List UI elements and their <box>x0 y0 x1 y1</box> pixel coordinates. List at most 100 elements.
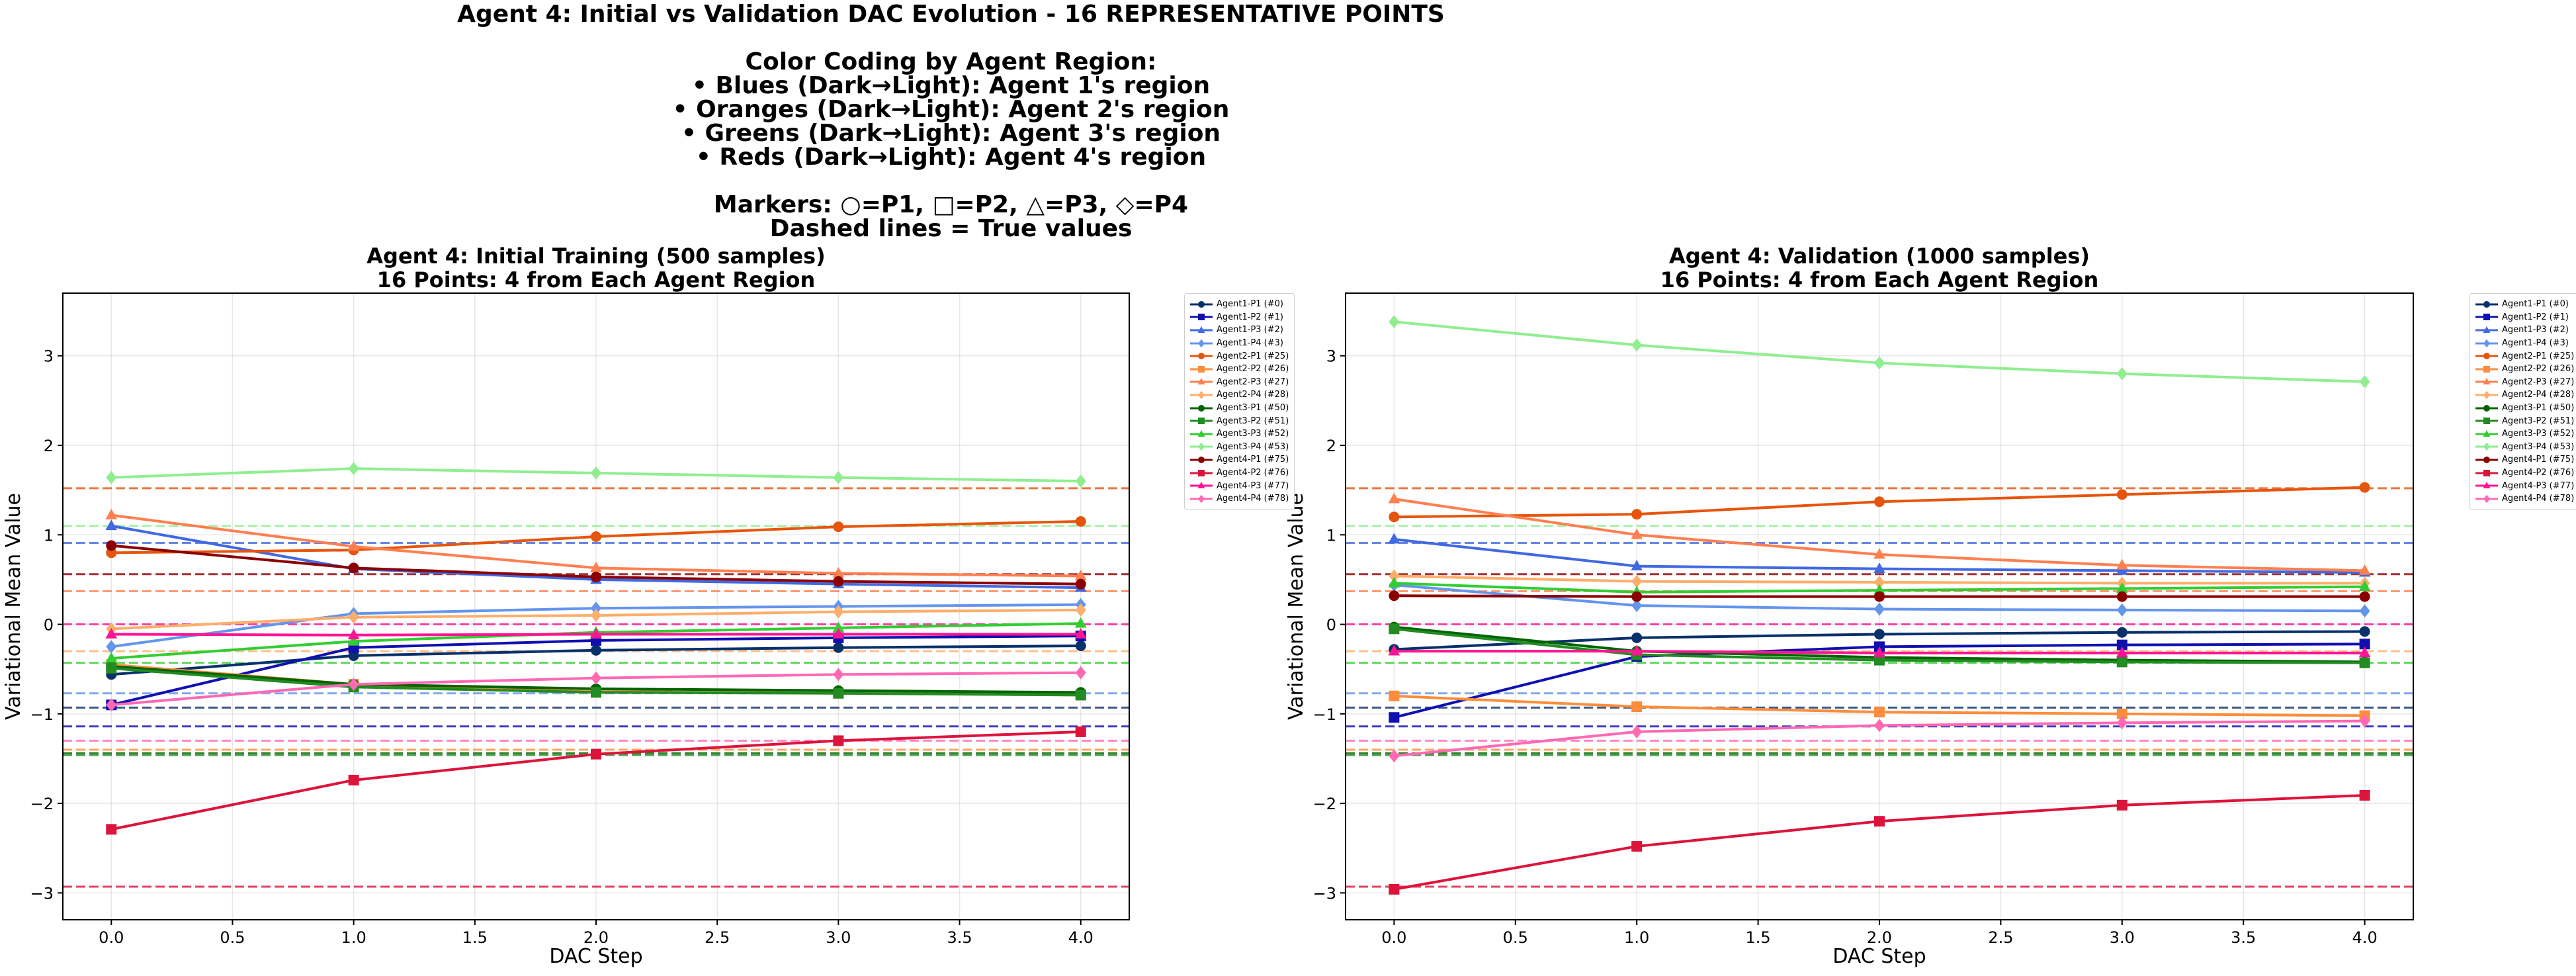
data-point <box>105 519 118 531</box>
legend-label: Agent1-P1 (#0) <box>1217 299 1283 310</box>
legend-label: Agent2-P4 (#28) <box>1217 390 1289 400</box>
legend-marker <box>1198 353 1205 360</box>
legend-marker <box>2483 443 2490 451</box>
data-point <box>1389 712 1400 723</box>
legend-item: Agent4-P1 (#75) <box>2475 453 2574 466</box>
legend-item: Agent3-P3 (#52) <box>2475 427 2574 441</box>
legend-item: Agent1-P4 (#3) <box>1190 337 1289 350</box>
data-point <box>833 668 844 682</box>
legend-item: Agent3-P1 (#50) <box>2475 402 2574 415</box>
y-tick-label: 2 <box>44 437 54 455</box>
data-point <box>832 621 845 633</box>
data-point <box>1874 602 1885 616</box>
legend-item: Agent2-P2 (#26) <box>1190 363 1289 376</box>
data-point <box>1631 574 1643 588</box>
data-point <box>105 627 118 639</box>
y-tick-label: −1 <box>30 705 54 724</box>
data-point <box>1075 515 1086 527</box>
legend-marker <box>1198 443 1205 451</box>
legend-swatch <box>2475 339 2498 347</box>
suptitle-line: Agent 4: Initial vs Validation DAC Evolu… <box>457 1 1445 28</box>
x-tick-label: 0.0 <box>1381 928 1406 947</box>
x-tick-label: 0.5 <box>220 928 245 947</box>
legend-item: Agent3-P2 (#51) <box>1190 414 1289 427</box>
legend-label: Agent4-P2 (#76) <box>2502 468 2575 478</box>
plot-title: Agent 4: Validation (1000 samples) <box>1669 244 2090 269</box>
data-point <box>2116 627 2127 638</box>
data-point <box>1075 726 1086 737</box>
legend-swatch <box>1190 300 1213 308</box>
data-point <box>348 678 359 691</box>
legend-label: Agent2-P4 (#28) <box>2502 390 2575 400</box>
data-point <box>1388 644 1400 656</box>
data-point <box>2116 716 2127 730</box>
x-tick-label: 4.0 <box>1068 928 1094 947</box>
legend-swatch <box>1190 456 1213 463</box>
legend-swatch <box>1190 314 1213 321</box>
data-point <box>2359 639 2370 650</box>
x-tick-label: 2.0 <box>583 928 609 947</box>
data-point <box>105 508 118 519</box>
data-point <box>1389 623 1400 635</box>
y-tick-label: −3 <box>1313 884 1336 903</box>
data-point <box>1631 509 1643 520</box>
legend-label: Agent4-P1 (#75) <box>2502 455 2575 465</box>
x-tick-label: 1.5 <box>462 928 488 947</box>
legend-marker <box>1197 378 1205 385</box>
legend-swatch <box>2475 365 2498 373</box>
legend-item: Agent1-P2 (#1) <box>2475 311 2574 324</box>
data-point <box>1075 689 1086 701</box>
legend-item: Agent4-P1 (#75) <box>1190 453 1289 466</box>
legend-marker <box>2483 482 2491 489</box>
legend-marker <box>2483 390 2490 400</box>
data-point <box>2116 582 2128 593</box>
legend-item: Agent3-P2 (#51) <box>2475 414 2574 427</box>
data-point <box>1389 511 1400 523</box>
legend-swatch <box>2475 404 2498 412</box>
y-tick-label: 1 <box>1326 526 1336 545</box>
data-point <box>1388 492 1400 504</box>
legend-swatch <box>1190 339 1213 347</box>
data-point <box>1389 590 1400 601</box>
legend-swatch <box>2475 378 2498 385</box>
y-axis-label: Variational Mean Value <box>1285 493 1308 720</box>
data-point <box>591 571 601 582</box>
legend-label: Agent3-P4 (#53) <box>1217 441 1289 452</box>
data-point <box>833 470 844 484</box>
data-point <box>106 824 117 835</box>
legend-label: Agent3-P3 (#52) <box>1217 429 1289 439</box>
data-point <box>1075 603 1086 617</box>
legend-marker <box>1198 300 1205 308</box>
legend-label: Agent4-P4 (#78) <box>1217 494 1289 504</box>
legend-item: Agent2-P3 (#27) <box>1190 376 1289 389</box>
legend-label: Agent2-P1 (#25) <box>2502 351 2575 361</box>
legend-item: Agent4-P2 (#76) <box>1190 466 1289 480</box>
legend-item: Agent4-P3 (#77) <box>2475 479 2574 492</box>
data-point <box>106 470 117 484</box>
legend-item: Agent4-P3 (#77) <box>1190 479 1289 492</box>
data-point <box>2116 489 2127 500</box>
data-point <box>1075 641 1086 652</box>
legend-swatch <box>2475 494 2498 503</box>
suptitle-line: • Greens (Dark→Light): Agent 3's region <box>681 120 1221 147</box>
data-point <box>1075 578 1086 590</box>
legend-swatch <box>1190 390 1213 400</box>
y-tick-label: −2 <box>30 795 54 813</box>
legend-label: Agent2-P2 (#26) <box>1217 364 1289 375</box>
legend-label: Agent3-P1 (#50) <box>2502 403 2575 414</box>
data-point <box>2359 626 2370 637</box>
legend-label: Agent1-P3 (#2) <box>2502 325 2569 335</box>
legend-label: Agent4-P3 (#77) <box>2502 480 2575 491</box>
legend-item: Agent2-P1 (#25) <box>2475 349 2574 363</box>
y-axis-label: Variational Mean Value <box>2 493 25 720</box>
legend-marker <box>1197 326 1205 333</box>
legend-label: Agent2-P2 (#26) <box>2502 364 2575 375</box>
legend-marker <box>1198 314 1205 321</box>
data-point <box>833 735 844 746</box>
data-point <box>348 562 359 574</box>
data-point <box>591 609 601 623</box>
data-point <box>2116 639 2127 650</box>
data-point <box>1874 575 1885 589</box>
legend-marker <box>2483 429 2491 437</box>
legend-swatch <box>2475 300 2498 308</box>
